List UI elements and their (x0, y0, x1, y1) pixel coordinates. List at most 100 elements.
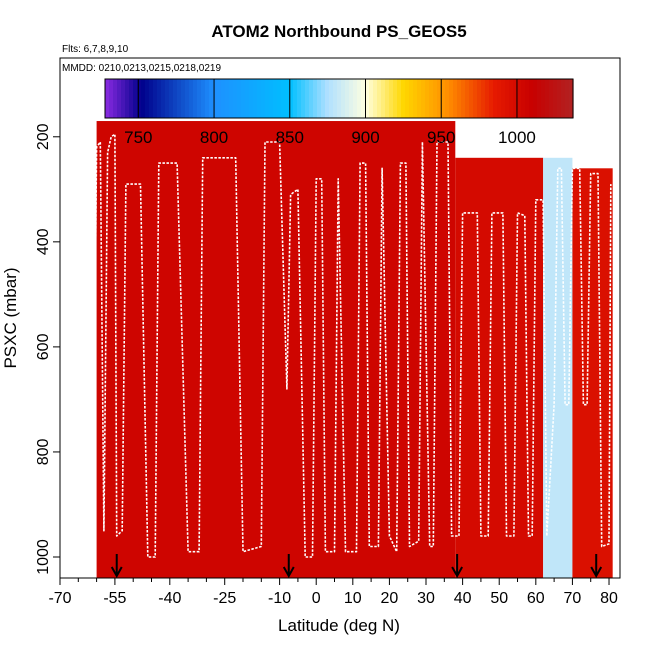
colorbar-cell (441, 79, 446, 118)
colorbar-cell (281, 79, 286, 118)
colorbar-cell (185, 79, 190, 118)
colorbar-cell (245, 79, 250, 118)
colorbar-cell (153, 79, 158, 118)
colorbar-cell (561, 79, 566, 118)
colorbar-cell (541, 79, 546, 118)
colorbar-cell (465, 79, 470, 118)
flight-marker-layer (110, 554, 603, 579)
colorbar-cell (389, 79, 394, 118)
x-tick-label: 70 (564, 590, 582, 607)
x-tick-label: -10 (268, 590, 291, 607)
colorbar-cell (345, 79, 350, 118)
colorbar-tick-label: 750 (124, 128, 152, 147)
colorbar-tick-label: 950 (427, 128, 455, 147)
colorbar-cell (293, 79, 298, 118)
colorbar-cell (133, 79, 138, 118)
colorbar-cell (433, 79, 438, 118)
colorbar-cell (405, 79, 410, 118)
colorbar-cell (377, 79, 382, 118)
colorbar-cell (337, 79, 342, 118)
x-tick-label: -25 (213, 590, 236, 607)
colorbar-cell (229, 79, 234, 118)
colorbar: 750 800 850 900 950 1000 (104, 78, 574, 147)
colorbar-cell (517, 79, 522, 118)
y-tick-label: 800 (35, 438, 52, 465)
colorbar-cell (373, 79, 378, 118)
flight-marker-arrow-head (282, 566, 295, 579)
colorbar-cell (333, 79, 338, 118)
colorbar-cell (169, 79, 174, 118)
colorbar-cell (205, 79, 210, 118)
colorbar-frame (104, 78, 574, 119)
colorbar-cell (173, 79, 178, 118)
colorbar-cell (429, 79, 434, 118)
colorbar-cell (533, 79, 538, 118)
x-axis: -70 -55 -40 -25 -10 0 10 20 30 40 50 60 70 80 (48, 578, 618, 607)
y-axis-label: PSXC (mbar) (1, 267, 20, 368)
colorbar-cell (161, 79, 166, 118)
colorbar-cell (409, 79, 414, 118)
colorbar-tick-label: 1000 (498, 128, 536, 147)
colorbar-cell (369, 79, 374, 118)
colorbar-cell (325, 79, 330, 118)
colorbar-cell (485, 79, 490, 118)
x-tick-label: 80 (600, 590, 618, 607)
colorbar-cell (253, 79, 258, 118)
colorbar-cell (349, 79, 354, 118)
colorbar-cell (129, 79, 134, 118)
colorbar-cell (193, 79, 198, 118)
colorbar-cell (105, 79, 110, 118)
colorbar-cell (257, 79, 262, 118)
colorbar-cell (461, 79, 466, 118)
colorbar-cell (305, 79, 310, 118)
colorbar-cell (365, 79, 370, 118)
colorbar-cell (341, 79, 346, 118)
x-tick-label: -40 (158, 590, 181, 607)
colorbar-cell (417, 79, 422, 118)
colorbar-cell (117, 79, 122, 118)
colorbar-cell (289, 79, 294, 118)
colorbar-cell (569, 79, 574, 118)
y-tick-label: 200 (35, 123, 52, 150)
colorbar-cell (157, 79, 162, 118)
colorbar-cell (273, 79, 278, 118)
colorbar-cell (197, 79, 202, 118)
colorbar-cell (513, 79, 518, 118)
colorbar-cell (321, 79, 326, 118)
colorbar-cell (217, 79, 222, 118)
colorbar-cell (353, 79, 358, 118)
x-tick-label: 30 (417, 590, 435, 607)
colorbar-cell (521, 79, 526, 118)
y-tick-label: 400 (35, 228, 52, 255)
y-tick-label: 1000 (35, 539, 52, 575)
colorbar-cell (309, 79, 314, 118)
colorbar-cell (401, 79, 406, 118)
colorbar-cell (265, 79, 270, 118)
colorbar-tick-label: 850 (276, 128, 304, 147)
colorbar-cell (437, 79, 442, 118)
x-tick-label: 0 (312, 590, 321, 607)
colorbar-cell (233, 79, 238, 118)
x-tick-label: 60 (527, 590, 545, 607)
colorbar-cell (509, 79, 514, 118)
colorbar-cell (317, 79, 322, 118)
colorbar-cell (553, 79, 558, 118)
colorbar-cell (469, 79, 474, 118)
colorbar-cell (421, 79, 426, 118)
colorbar-cell (381, 79, 386, 118)
colorbar-cell (425, 79, 430, 118)
field-segment (455, 157, 544, 578)
colorbar-cell (501, 79, 506, 118)
colorbar-cell (549, 79, 554, 118)
colorbar-cell (453, 79, 458, 118)
colorbar-tick-label: 800 (200, 128, 228, 147)
colorbar-cell (269, 79, 274, 118)
y-tick-label: 600 (35, 333, 52, 360)
x-tick-label: 40 (454, 590, 472, 607)
flight-marker-arrow-head (590, 566, 603, 579)
colorbar-cell (249, 79, 254, 118)
x-tick-label: -70 (48, 590, 71, 607)
colorbar-cell (457, 79, 462, 118)
